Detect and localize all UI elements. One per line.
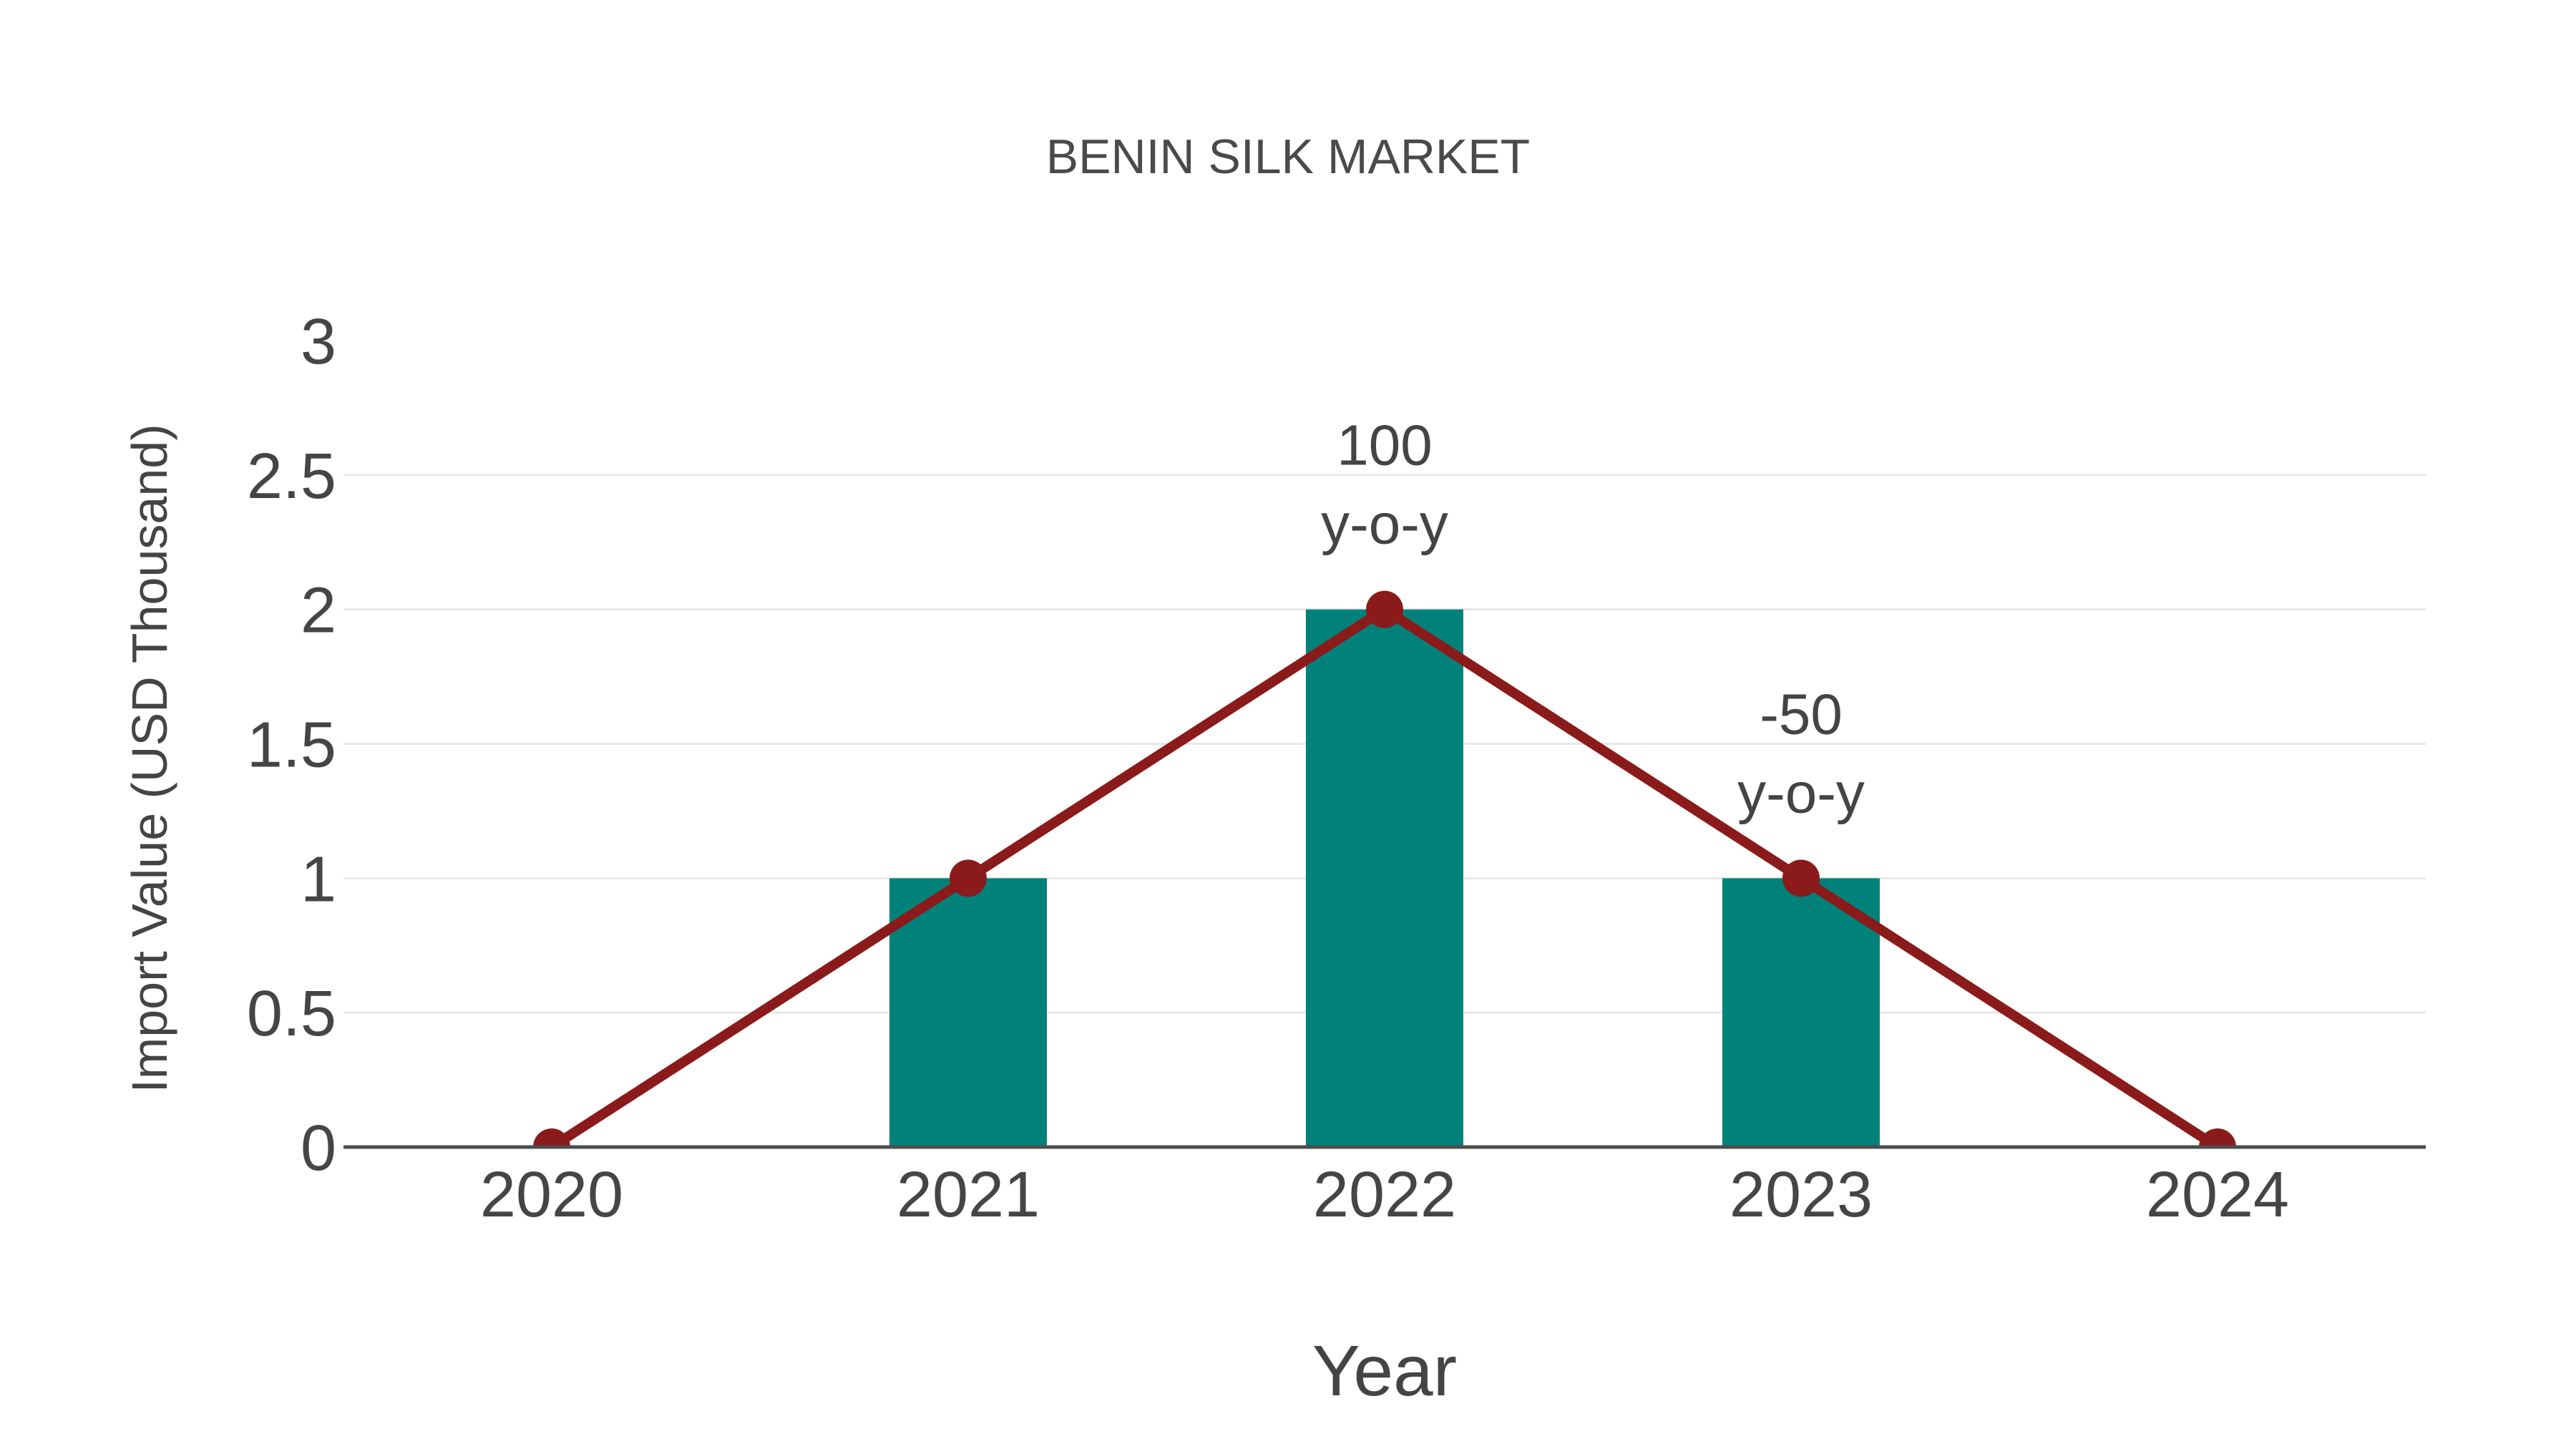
x-tick-2024: 2024	[2146, 1159, 2289, 1231]
annotations-layer: 100 y-o-y -50 y-o-y	[1321, 414, 1865, 825]
line-series-layer	[533, 590, 2236, 1147]
y-tick-2.5: 2.5	[247, 441, 336, 512]
y-axis-title: Import Value (USD Thousand)	[122, 424, 177, 1093]
y-tick-1.5: 1.5	[247, 710, 336, 781]
y-tick-3: 3	[301, 306, 336, 378]
marker-2022	[1366, 590, 1403, 628]
x-tick-2022: 2022	[1313, 1159, 1456, 1231]
x-tick-2021: 2021	[897, 1159, 1040, 1231]
bars-layer	[889, 609, 1880, 1147]
annotation-2022-value: 100	[1337, 414, 1432, 477]
marker-2024	[2199, 1128, 2236, 1147]
chart-title: BENIN SILK MARKET	[1046, 130, 1530, 184]
marker-2021	[950, 859, 987, 897]
bar-2022	[1306, 609, 1463, 1147]
bar-2023	[1722, 878, 1880, 1147]
y-tick-labels: 0 0.5 1 1.5 2 2.5 3	[247, 306, 336, 1184]
y-tick-0: 0	[301, 1113, 336, 1184]
marker-2020	[533, 1128, 570, 1147]
marker-2023	[1782, 859, 1820, 897]
annotation-2023-label: y-o-y	[1737, 761, 1865, 824]
x-tick-2020: 2020	[480, 1159, 623, 1231]
annotation-2023-value: -50	[1760, 682, 1843, 746]
x-tick-labels: 2020 2021 2022 2023 2024	[480, 1159, 2289, 1231]
y-tick-0.5: 0.5	[247, 978, 336, 1050]
y-tick-2: 2	[301, 575, 336, 647]
annotation-2022-label: y-o-y	[1321, 492, 1448, 556]
x-tick-2023: 2023	[1729, 1159, 1873, 1231]
y-tick-1: 1	[301, 844, 336, 915]
x-axis-title: Year	[1312, 1331, 1457, 1411]
bar-2021	[889, 878, 1047, 1147]
